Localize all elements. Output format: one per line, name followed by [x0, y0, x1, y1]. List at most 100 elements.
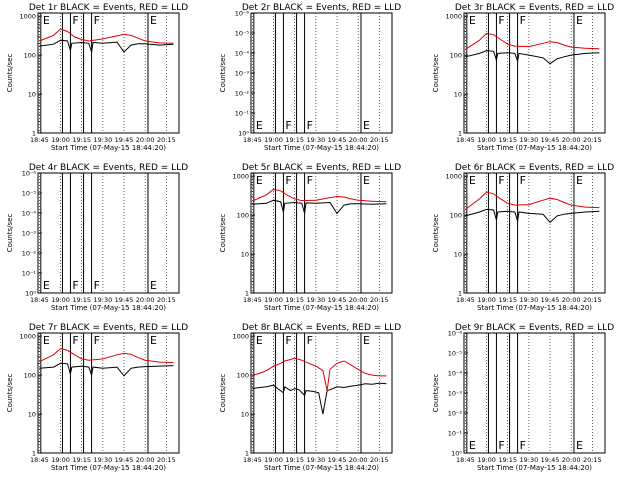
events-series-line — [252, 199, 387, 215]
x-tick-label: 19:30 — [306, 136, 325, 144]
x-axis-label: Start Time (07-May-15 18:44:20) — [264, 144, 379, 152]
x-axis-label: Start Time (07-May-15 18:44:20) — [477, 304, 592, 312]
panel-title: Det 4r BLACK = Events, RED = LLD — [29, 163, 188, 173]
x-tick-label: 19:45 — [541, 456, 560, 464]
panel-title: Det 1r BLACK = Events, RED = LLD — [29, 3, 188, 13]
marker-label: F — [285, 174, 291, 187]
y-tick-label: 10⁻⁶ — [235, 10, 250, 18]
x-tick-label: 19:00 — [264, 296, 283, 304]
x-tick-label: 19:45 — [541, 136, 560, 144]
marker-label: E — [363, 174, 370, 187]
x-axis-label: Start Time (07-May-15 18:44:20) — [264, 464, 379, 472]
y-tick-label: 1 — [458, 290, 462, 298]
lld-series-line — [39, 28, 174, 44]
x-tick-label: 19:45 — [115, 456, 134, 464]
events-series-line — [39, 39, 174, 53]
x-tick-label: 20:00 — [349, 456, 368, 464]
marker-label: E — [150, 14, 157, 27]
y-tick-label: 10⁻¹ — [22, 270, 37, 278]
y-tick-label: 10⁰ — [238, 130, 249, 138]
panel-det-4: Det 4r BLACK = Events, RED = LLD 18:45 19:… — [6, 163, 188, 312]
y-tick-label: 10⁻³ — [448, 390, 463, 398]
marker-label: E — [150, 279, 157, 292]
marker-label: F — [72, 334, 78, 347]
marker-label: F — [285, 119, 291, 132]
y-tick-label: 100 — [450, 212, 462, 220]
marker-label: E — [43, 14, 50, 27]
panel-title: Det 6r BLACK = Events, RED = LLD — [455, 163, 614, 173]
x-tick-label: 20:00 — [562, 456, 581, 464]
x-tick-label: 19:45 — [328, 296, 347, 304]
x-tick-label: 18:45 — [456, 456, 475, 464]
marker-label: E — [469, 439, 476, 452]
plot-frame — [37, 12, 180, 134]
x-axis-label: Start Time (07-May-15 18:44:20) — [51, 464, 166, 472]
marker-label: E — [363, 119, 370, 132]
marker-label: F — [520, 174, 526, 187]
x-tick-label: 18:45 — [30, 136, 49, 144]
plot-frame — [463, 172, 606, 294]
x-tick-label: 19:45 — [328, 136, 347, 144]
marker-label: E — [576, 174, 583, 187]
panel-title: Det 3r BLACK = Events, RED = LLD — [455, 3, 614, 13]
x-tick-label: 19:15 — [72, 296, 91, 304]
marker-label: F — [285, 334, 291, 347]
x-tick-label: 20:00 — [136, 456, 155, 464]
y-axis-label: Counts/sec — [6, 214, 14, 253]
x-tick-label: 18:45 — [30, 296, 49, 304]
y-tick-label: 10 — [454, 251, 462, 259]
x-tick-label: 20:15 — [583, 136, 602, 144]
x-tick-label: 19:30 — [519, 456, 538, 464]
x-tick-label: 20:00 — [349, 296, 368, 304]
plot-frame — [37, 332, 180, 454]
marker-label: F — [520, 14, 526, 27]
y-tick-label: 10⁰ — [451, 450, 462, 458]
x-tick-label: 19:15 — [285, 136, 304, 144]
marker-label: F — [307, 334, 313, 347]
y-tick-label: 10⁻⁴ — [235, 50, 250, 58]
marker-label: F — [94, 14, 100, 27]
x-tick-label: 19:15 — [72, 136, 91, 144]
y-tick-label: 10⁻² — [22, 250, 37, 258]
y-tick-label: 1 — [32, 450, 36, 458]
y-tick-label: 10⁻¹ — [235, 110, 250, 118]
y-tick-label: 10 — [28, 411, 36, 419]
marker-label: E — [43, 279, 50, 292]
marker-label: F — [94, 279, 100, 292]
x-tick-label: 20:15 — [370, 456, 389, 464]
x-tick-label: 20:15 — [370, 136, 389, 144]
marker-label: F — [498, 174, 504, 187]
x-tick-label: 19:15 — [285, 456, 304, 464]
y-axis-label: Counts/sec — [432, 54, 440, 93]
plot-frame — [463, 332, 606, 454]
x-tick-label: 20:00 — [136, 296, 155, 304]
x-tick-label: 19:00 — [51, 136, 70, 144]
y-tick-label: 10⁻⁵ — [235, 30, 250, 38]
marker-label: E — [363, 334, 370, 347]
marker-label: F — [498, 14, 504, 27]
x-tick-label: 19:30 — [93, 456, 112, 464]
x-tick-label: 19:00 — [477, 136, 496, 144]
x-tick-label: 19:30 — [93, 296, 112, 304]
y-tick-label: 10⁰ — [25, 290, 36, 298]
y-tick-label: 1000 — [445, 173, 462, 181]
x-tick-label: 18:45 — [456, 136, 475, 144]
x-axis-label: Start Time (07-May-15 18:44:20) — [477, 144, 592, 152]
x-tick-label: 19:00 — [477, 296, 496, 304]
marker-label: E — [256, 334, 263, 347]
y-tick-label: 1 — [245, 290, 249, 298]
y-tick-label: 100 — [237, 212, 249, 220]
y-tick-label: 100 — [24, 372, 36, 380]
marker-label: F — [498, 439, 504, 452]
events-series-line — [465, 50, 600, 65]
y-tick-label: 10 — [454, 91, 462, 99]
x-tick-label: 19:30 — [519, 296, 538, 304]
x-tick-label: 19:45 — [328, 456, 347, 464]
lld-series-line — [252, 188, 387, 203]
y-tick-label: 1 — [32, 130, 36, 138]
x-axis-label: Start Time (07-May-15 18:44:20) — [51, 304, 166, 312]
